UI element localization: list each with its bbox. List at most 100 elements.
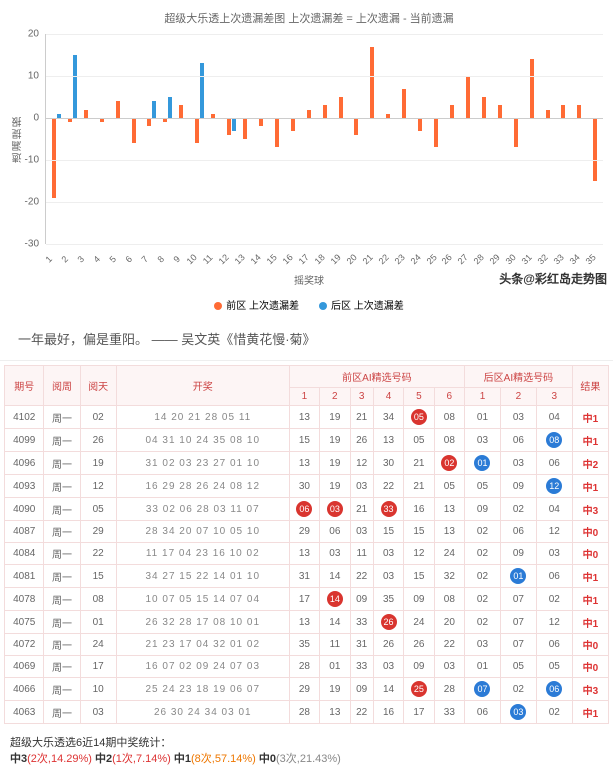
cell-front: 26 <box>404 634 434 656</box>
subcol: 1 <box>465 388 501 406</box>
cell-issue: 4081 <box>5 565 44 588</box>
cell-back: 09 <box>465 498 501 521</box>
cell-front: 21 <box>404 475 434 498</box>
x-tick: 33 <box>550 250 568 268</box>
bar-column <box>428 34 444 244</box>
table-row: 4081周一1534 27 15 22 14 01 10311422031532… <box>5 565 609 588</box>
legend-dot <box>319 302 327 310</box>
bar-column <box>540 34 556 244</box>
watermark: 头条@彩红岛走势图 <box>499 270 607 287</box>
bar-column <box>333 34 349 244</box>
x-tick: 30 <box>502 250 520 268</box>
cell-back: 12 <box>536 475 572 498</box>
cell-front: 22 <box>373 475 403 498</box>
cell-back: 09 <box>500 475 536 498</box>
cell-week: 周一 <box>44 543 80 565</box>
x-tick: 31 <box>518 250 536 268</box>
bar-column <box>301 34 317 244</box>
bar <box>84 110 88 118</box>
bar <box>52 118 56 198</box>
cell-front: 14 <box>320 565 350 588</box>
x-tick: 7 <box>135 250 153 268</box>
cell-week: 周一 <box>44 521 80 543</box>
cell-back: 06 <box>465 701 501 724</box>
x-tick: 5 <box>103 250 121 268</box>
x-tick: 26 <box>438 250 456 268</box>
cell-back: 05 <box>500 656 536 678</box>
cell-front: 14 <box>320 588 350 611</box>
col-draw: 开奖 <box>116 366 289 406</box>
bar-column <box>364 34 380 244</box>
cell-week: 周一 <box>44 634 80 656</box>
bar-column <box>157 34 173 244</box>
cell-draw: 10 07 05 15 14 07 04 <box>116 588 289 611</box>
cell-result: 中1 <box>572 701 608 724</box>
bar <box>323 105 327 118</box>
cell-front: 15 <box>373 521 403 543</box>
cell-front: 12 <box>350 452 373 475</box>
cell-issue: 4090 <box>5 498 44 521</box>
y-tick: -20 <box>25 197 39 208</box>
cell-front: 13 <box>289 543 319 565</box>
cell-front: 29 <box>289 521 319 543</box>
cell-issue: 4066 <box>5 678 44 701</box>
cell-front: 13 <box>289 611 319 634</box>
x-tick: 23 <box>390 250 408 268</box>
cell-week: 周一 <box>44 498 80 521</box>
cell-back: 06 <box>536 452 572 475</box>
cell-issue: 4084 <box>5 543 44 565</box>
cell-week: 周一 <box>44 429 80 452</box>
bar-column <box>396 34 412 244</box>
table-row: 4099周一2604 31 10 24 35 08 10151926130508… <box>5 429 609 452</box>
subcol: 6 <box>434 388 464 406</box>
cell-front: 21 <box>404 452 434 475</box>
bar <box>259 118 263 126</box>
x-tick: 22 <box>374 250 392 268</box>
cell-day: 15 <box>80 565 116 588</box>
stats-item: 中1 <box>174 753 191 765</box>
hit-ball-back: 06 <box>546 681 562 697</box>
y-tick: -30 <box>25 239 39 250</box>
cell-front: 06 <box>289 498 319 521</box>
cell-issue: 4069 <box>5 656 44 678</box>
bar-column <box>142 34 158 244</box>
cell-week: 周一 <box>44 406 80 429</box>
cell-week: 周一 <box>44 588 80 611</box>
cell-week: 周一 <box>44 565 80 588</box>
cell-front: 19 <box>320 406 350 429</box>
bar <box>243 118 247 139</box>
hit-ball-back: 08 <box>546 432 562 448</box>
bar <box>291 118 295 131</box>
cell-day: 26 <box>80 429 116 452</box>
cell-front: 15 <box>404 565 434 588</box>
stats-item: 中2 <box>95 753 112 765</box>
cell-front: 28 <box>289 656 319 678</box>
bar-column <box>524 34 540 244</box>
legend-dot <box>214 302 222 310</box>
x-tick: 25 <box>422 250 440 268</box>
x-tick: 10 <box>183 250 201 268</box>
col-week: 阅周 <box>44 366 80 406</box>
cell-draw: 14 20 21 28 05 11 <box>116 406 289 429</box>
cell-week: 周一 <box>44 701 80 724</box>
cell-front: 29 <box>289 678 319 701</box>
cell-front: 30 <box>289 475 319 498</box>
bar-column <box>94 34 110 244</box>
cell-front: 14 <box>320 611 350 634</box>
cell-draw: 25 24 23 18 19 06 07 <box>116 678 289 701</box>
cell-front: 22 <box>350 701 373 724</box>
cell-front: 11 <box>320 634 350 656</box>
cell-front: 26 <box>350 429 373 452</box>
cell-back: 02 <box>465 521 501 543</box>
hit-ball-front: 14 <box>327 591 343 607</box>
bar <box>179 105 183 118</box>
cell-day: 12 <box>80 475 116 498</box>
x-tick: 2 <box>55 250 73 268</box>
cell-front: 13 <box>434 498 464 521</box>
bar-column <box>556 34 572 244</box>
cell-result: 中1 <box>572 429 608 452</box>
bar <box>593 118 597 181</box>
bar <box>195 118 199 143</box>
cell-front: 12 <box>404 543 434 565</box>
cell-issue: 4075 <box>5 611 44 634</box>
